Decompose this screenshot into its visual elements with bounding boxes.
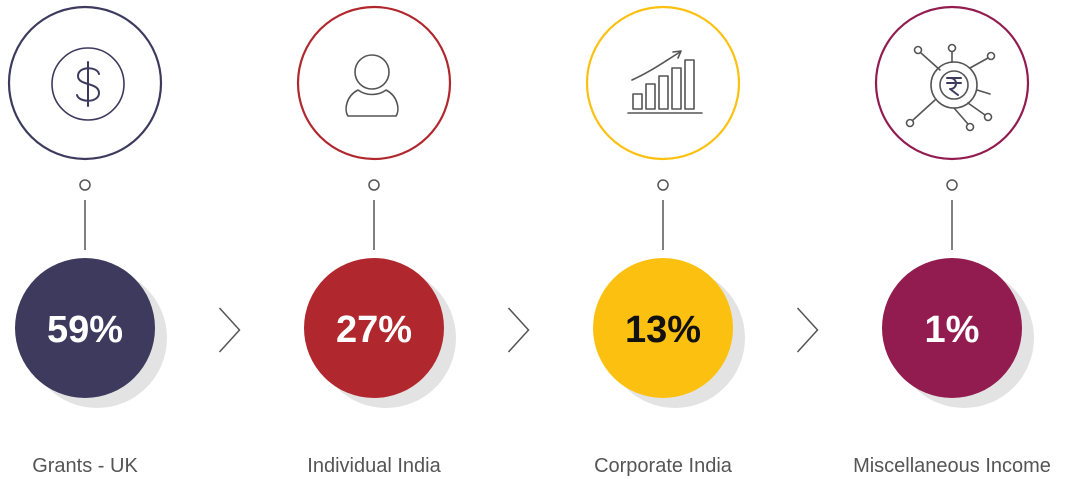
connector-dot — [368, 179, 380, 191]
percent-circle — [882, 258, 1022, 398]
icon-ring — [874, 5, 1030, 161]
item-label: Individual India — [307, 455, 441, 477]
items: 59% Grants - UK 27% Individual India 13% Corp… — [7, 5, 1051, 477]
icon-ring — [7, 5, 163, 161]
percent-text: 59% — [47, 309, 123, 351]
connector-dot — [946, 179, 958, 191]
item-label: Corporate India — [594, 455, 733, 477]
percent-circle — [304, 258, 444, 398]
percent-text: 27% — [336, 309, 412, 351]
percent-circle — [15, 258, 155, 398]
icon-person — [345, 54, 399, 117]
chevron — [218, 307, 241, 353]
icon-ring — [585, 5, 741, 161]
icon-dollar — [51, 47, 125, 121]
percent-text: 1% — [925, 309, 980, 351]
percent-text: 13% — [625, 309, 701, 351]
chevron — [796, 307, 819, 353]
connector-dot — [657, 179, 669, 191]
icon-bar-chart — [627, 50, 703, 114]
item-label: Grants - UK — [32, 455, 138, 477]
icon-rupee-network — [905, 43, 996, 132]
item-label: Miscellaneous Income — [853, 455, 1051, 477]
percent-circle — [593, 258, 733, 398]
chevron — [507, 307, 530, 353]
connector-dot — [79, 179, 91, 191]
icon-ring — [296, 5, 452, 161]
